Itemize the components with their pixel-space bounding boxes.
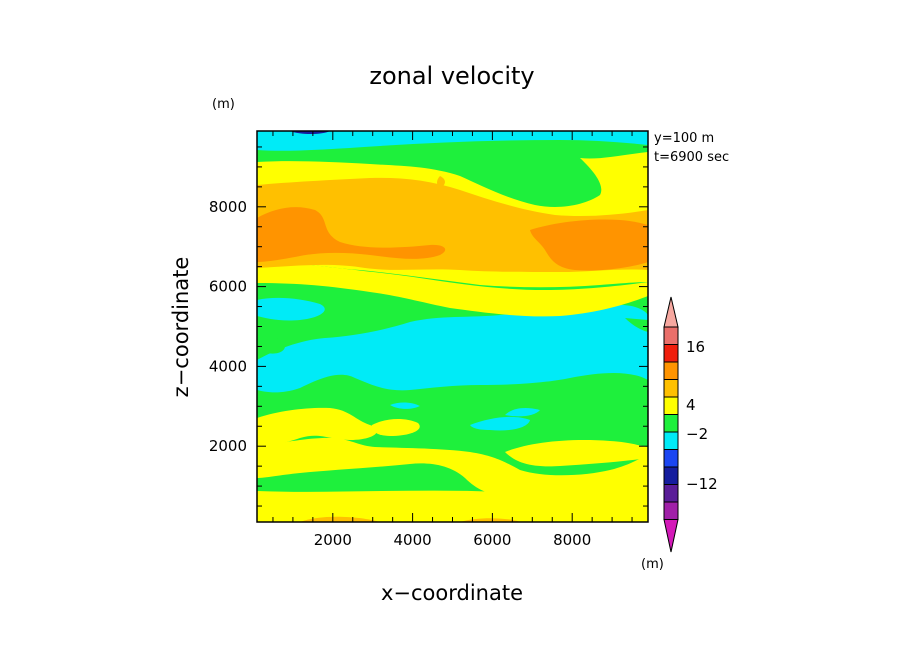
colorbar-tick-label: 16	[686, 338, 705, 356]
colorbar-box	[663, 466, 679, 485]
chart-title: zonal velocity	[369, 62, 534, 90]
colorbar-tick-label: −2	[686, 425, 708, 443]
colorbar-box	[663, 431, 679, 450]
colorbar-box	[663, 361, 679, 380]
colorbar-box	[663, 484, 679, 503]
colorbar-box	[663, 449, 679, 468]
colorbar-box	[663, 344, 679, 363]
x-tick-label: 2000	[314, 531, 352, 549]
contour-field	[257, 131, 648, 522]
colorbar-box	[663, 379, 679, 398]
annotation-t: t=6900 sec	[654, 150, 729, 165]
y-axis-label: z−coordinate	[169, 257, 193, 398]
y-tick-label: 4000	[209, 357, 247, 375]
colorbar-box	[663, 326, 679, 345]
y-tick-labels: 2000 4000 6000 8000	[209, 198, 247, 455]
colorbar-min-triangle	[663, 519, 679, 553]
axis-ticks	[257, 131, 648, 522]
y-unit-label: (m)	[212, 97, 235, 112]
x-tick-label: 6000	[473, 531, 511, 549]
colorbar-box	[663, 501, 679, 520]
colorbar-box	[663, 396, 679, 415]
y-tick-label: 8000	[209, 198, 247, 216]
colorbar-labels: 16 4 −2 −12	[686, 338, 718, 493]
y-tick-label: 6000	[209, 278, 247, 296]
colorbar-max-triangle	[663, 296, 679, 328]
x-tick-label: 8000	[553, 531, 591, 549]
x-tick-labels: 2000 4000 6000 8000	[314, 531, 592, 549]
colorbar-tick-label: −12	[686, 475, 718, 493]
colorbar-tick-label: 4	[686, 396, 696, 414]
x-tick-label: 4000	[394, 531, 432, 549]
annotation-y: y=100 m	[654, 131, 714, 146]
colorbar-box	[663, 414, 679, 433]
y-tick-label: 2000	[209, 437, 247, 455]
colorbar-unit-label: (m)	[641, 557, 664, 572]
colorbar	[663, 296, 679, 553]
x-axis-label: x−coordinate	[381, 581, 523, 605]
